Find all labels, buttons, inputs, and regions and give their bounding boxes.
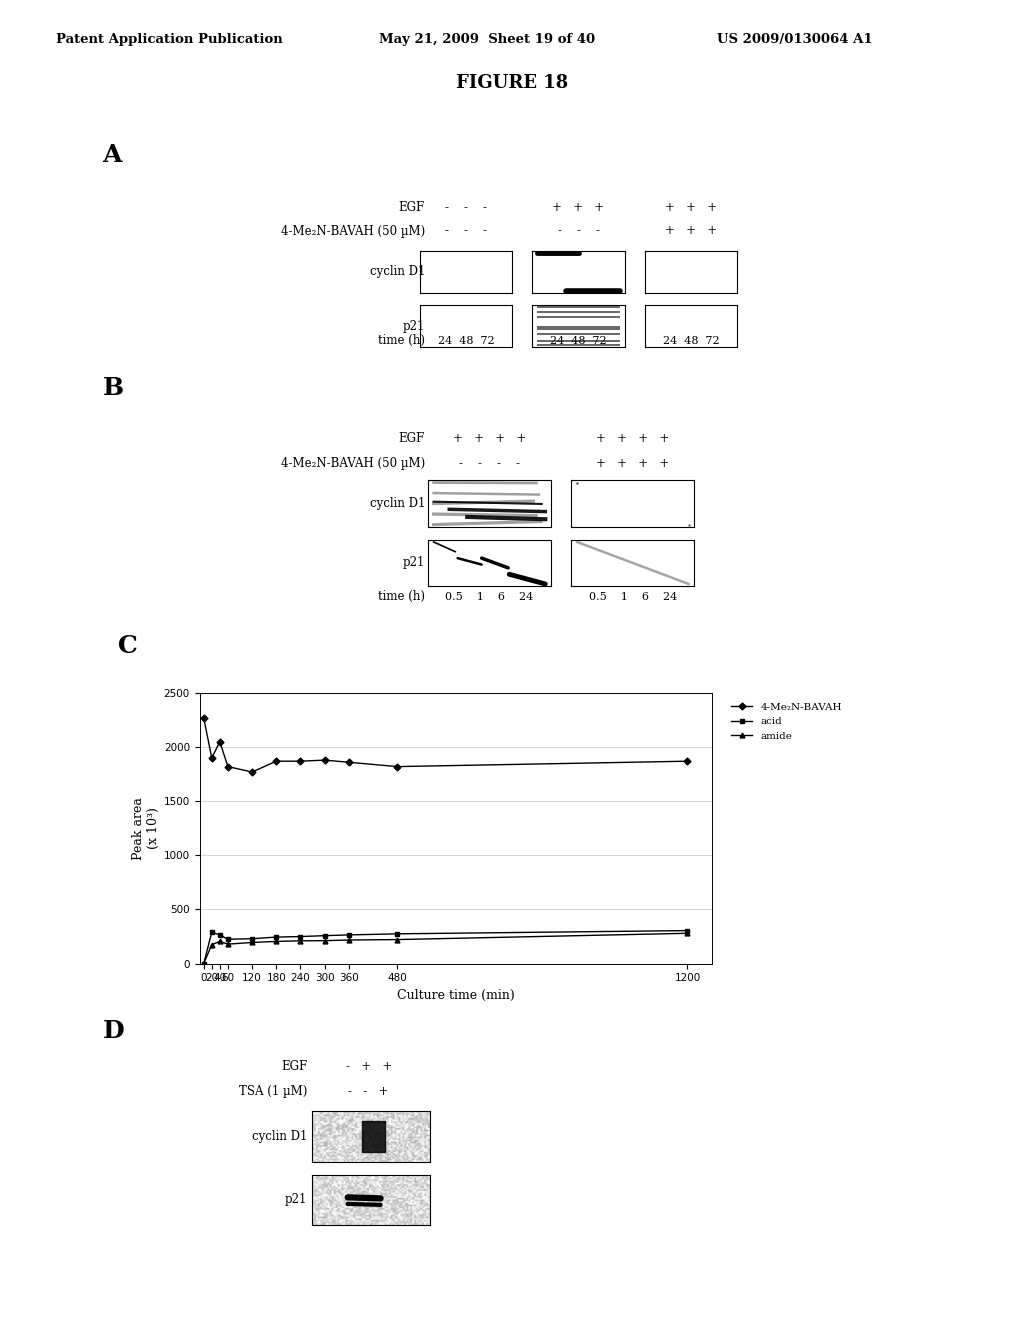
Text: 4-Me₂N-BAVAH (50 µM): 4-Me₂N-BAVAH (50 µM) [281, 224, 425, 238]
amide [198, 956, 210, 972]
amide [214, 933, 226, 949]
amide [206, 937, 218, 953]
acid [222, 932, 234, 948]
Line: acid: acid [202, 928, 690, 966]
Text: -   -   +: - - + [348, 1085, 389, 1098]
amide [343, 932, 355, 948]
Legend: 4-Me₂N-BAVAH, acid, amide: 4-Me₂N-BAVAH, acid, amide [727, 698, 846, 744]
4-Me₂N-BAVAH [198, 710, 210, 726]
Text: time (h): time (h) [378, 590, 425, 603]
4-Me₂N-BAVAH [270, 754, 283, 770]
Text: p21: p21 [285, 1193, 307, 1206]
Text: Patent Application Publication: Patent Application Publication [56, 33, 283, 46]
Text: 0.5    1    6    24: 0.5 1 6 24 [589, 591, 677, 602]
amide [294, 933, 306, 949]
Text: EGF: EGF [281, 1060, 307, 1073]
Text: 24  48  72: 24 48 72 [550, 335, 607, 346]
Text: +   +   +   +: + + + + [453, 432, 526, 445]
Text: cyclin D1: cyclin D1 [252, 1130, 307, 1143]
Text: US 2009/0130064 A1: US 2009/0130064 A1 [717, 33, 872, 46]
Text: TSA (1 µM): TSA (1 µM) [239, 1085, 307, 1098]
Text: 24  48  72: 24 48 72 [663, 335, 720, 346]
Text: 24  48  72: 24 48 72 [437, 335, 495, 346]
acid [681, 923, 693, 939]
amide [681, 925, 693, 941]
Text: time (h): time (h) [378, 334, 425, 347]
Text: cyclin D1: cyclin D1 [370, 498, 425, 510]
amide [391, 932, 403, 948]
acid [343, 927, 355, 942]
amide [270, 933, 283, 949]
Text: +   +   +: + + + [666, 201, 717, 214]
Text: -    -    -    -: - - - - [459, 457, 520, 470]
Text: -    -    -: - - - [444, 224, 487, 238]
Text: C: C [118, 634, 137, 657]
4-Me₂N-BAVAH [246, 764, 258, 780]
acid [198, 956, 210, 972]
4-Me₂N-BAVAH [343, 754, 355, 770]
Text: +   +   +   +: + + + + [596, 432, 670, 445]
Text: p21: p21 [402, 557, 425, 569]
acid [270, 929, 283, 945]
Text: 0.5    1    6    24: 0.5 1 6 24 [445, 591, 534, 602]
Line: 4-Me₂N-BAVAH: 4-Me₂N-BAVAH [202, 715, 690, 775]
acid [246, 931, 258, 946]
amide [318, 933, 331, 949]
acid [391, 925, 403, 941]
4-Me₂N-BAVAH [214, 734, 226, 750]
amide [246, 935, 258, 950]
Text: EGF: EGF [398, 432, 425, 445]
Text: A: A [102, 143, 122, 166]
amide [222, 936, 234, 952]
4-Me₂N-BAVAH [294, 754, 306, 770]
Text: EGF: EGF [398, 201, 425, 214]
Text: cyclin D1: cyclin D1 [370, 265, 425, 279]
Text: p21: p21 [402, 319, 425, 333]
4-Me₂N-BAVAH [206, 750, 218, 766]
Text: FIGURE 18: FIGURE 18 [456, 74, 568, 92]
acid [318, 928, 331, 944]
Text: 4-Me₂N-BAVAH (50 µM): 4-Me₂N-BAVAH (50 µM) [281, 457, 425, 470]
Line: amide: amide [202, 931, 690, 966]
Text: +   +   +: + + + [666, 224, 717, 238]
Text: B: B [102, 376, 124, 400]
Text: -   +   +: - + + [345, 1060, 392, 1073]
Y-axis label: Peak area
(x 10³): Peak area (x 10³) [131, 797, 160, 859]
Text: +   +   +: + + + [553, 201, 604, 214]
acid [206, 924, 218, 940]
acid [214, 927, 226, 942]
Text: -    -    -: - - - [444, 201, 487, 214]
X-axis label: Culture time (min): Culture time (min) [397, 989, 514, 1002]
4-Me₂N-BAVAH [391, 759, 403, 775]
4-Me₂N-BAVAH [681, 754, 693, 770]
Text: May 21, 2009  Sheet 19 of 40: May 21, 2009 Sheet 19 of 40 [379, 33, 595, 46]
4-Me₂N-BAVAH [222, 759, 234, 775]
4-Me₂N-BAVAH [318, 752, 331, 768]
Text: -    -    -: - - - [557, 224, 600, 238]
Text: +   +   +   +: + + + + [596, 457, 670, 470]
acid [294, 929, 306, 945]
Text: D: D [102, 1019, 124, 1043]
